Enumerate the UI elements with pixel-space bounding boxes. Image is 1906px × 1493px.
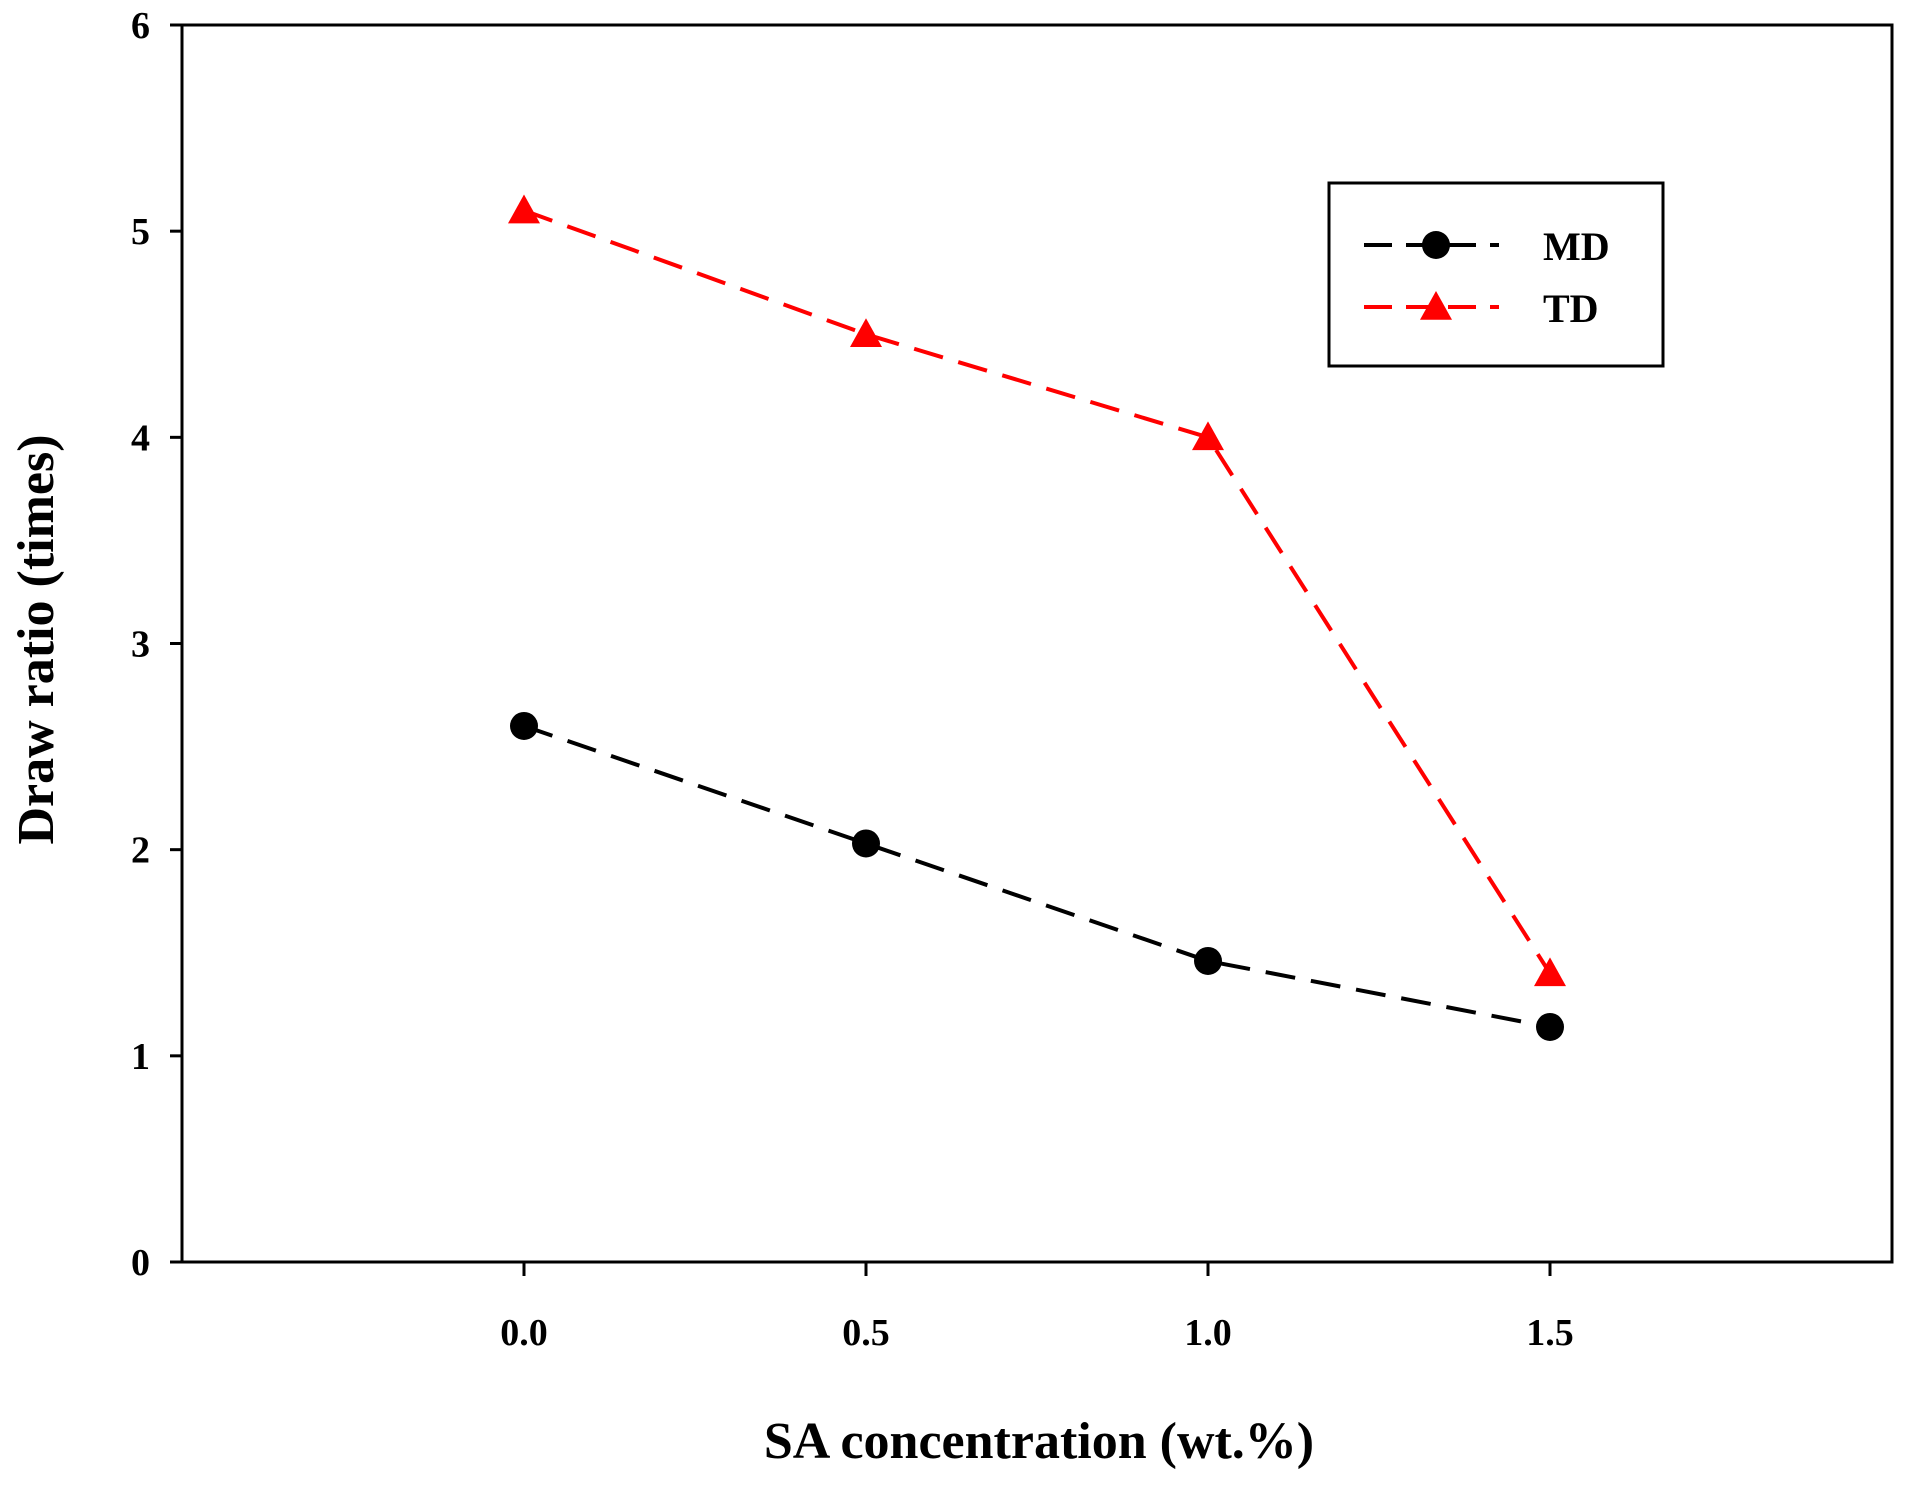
y-tick-label: 6 (131, 5, 150, 47)
legend-marker-md (1422, 231, 1450, 259)
data-point-td (1534, 957, 1566, 987)
legend-marker-td (1420, 291, 1452, 320)
data-point-md (510, 711, 538, 740)
legend-label-td: TD (1543, 286, 1599, 331)
series-line-md (523, 724, 1551, 1029)
x-tick-label: 1.0 (1184, 1312, 1232, 1354)
series-td (508, 194, 1566, 987)
data-point-td (850, 318, 882, 348)
y-tick-label: 2 (131, 830, 150, 872)
data-point-md (852, 829, 880, 858)
data-point-md (1194, 946, 1222, 975)
y-tick-label: 1 (131, 1036, 150, 1078)
x-tick-label: 1.5 (1526, 1312, 1574, 1354)
axes: 0 1 2 3 4 5 6 0.0 0.5 1.0 1.5 SA concentration (wt.… (8, 5, 1894, 1470)
data-point-td (1192, 421, 1224, 451)
x-tick-label: 0.0 (500, 1312, 548, 1354)
y-tick-label: 5 (131, 211, 150, 253)
legend-entry-md: MD (1364, 224, 1610, 269)
legend-entry-td: TD (1364, 286, 1599, 331)
plot-series (508, 194, 1566, 1041)
legend: MD TD (1327, 181, 1665, 368)
legend-box (1327, 181, 1665, 368)
y-axis-title: Draw ratio (times) (8, 434, 65, 844)
x-tick-label: 0.5 (842, 1312, 890, 1354)
series-line-td (523, 208, 1552, 975)
y-tick-label: 4 (131, 417, 150, 459)
y-tick-label: 0 (131, 1242, 150, 1284)
data-point-td (508, 194, 540, 224)
legend-label-md: MD (1543, 224, 1610, 269)
y-tick-label: 3 (131, 624, 150, 666)
data-point-md (1536, 1012, 1564, 1041)
series-md (510, 711, 1564, 1041)
x-axis-title: SA concentration (wt.%) (764, 1413, 1314, 1470)
